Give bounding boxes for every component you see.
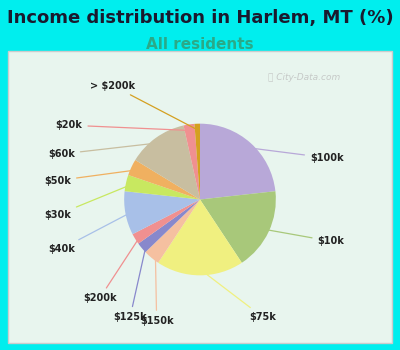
Text: $50k: $50k xyxy=(44,170,134,186)
Wedge shape xyxy=(135,126,200,200)
Text: $10k: $10k xyxy=(266,230,344,246)
Text: All residents: All residents xyxy=(146,37,254,52)
Text: ⓘ City-Data.com: ⓘ City-Data.com xyxy=(268,72,340,82)
Text: $20k: $20k xyxy=(56,120,187,130)
Text: > $200k: > $200k xyxy=(90,81,195,128)
Wedge shape xyxy=(200,124,275,200)
Text: $150k: $150k xyxy=(140,256,174,326)
Wedge shape xyxy=(194,124,200,200)
Text: $40k: $40k xyxy=(48,214,129,254)
Wedge shape xyxy=(158,199,242,275)
Text: Income distribution in Harlem, MT (%): Income distribution in Harlem, MT (%) xyxy=(7,9,393,27)
Wedge shape xyxy=(200,191,276,263)
Wedge shape xyxy=(146,199,200,263)
Text: $200k: $200k xyxy=(83,238,139,303)
Wedge shape xyxy=(124,191,200,234)
Wedge shape xyxy=(184,124,200,200)
FancyBboxPatch shape xyxy=(8,51,392,343)
Wedge shape xyxy=(138,199,200,252)
Text: $60k: $60k xyxy=(48,143,157,159)
Text: $75k: $75k xyxy=(202,271,276,322)
Text: $100k: $100k xyxy=(249,148,344,163)
Text: $125k: $125k xyxy=(113,247,147,322)
Wedge shape xyxy=(128,160,200,200)
Wedge shape xyxy=(125,175,200,199)
Wedge shape xyxy=(132,199,200,244)
Text: $30k: $30k xyxy=(44,186,129,220)
